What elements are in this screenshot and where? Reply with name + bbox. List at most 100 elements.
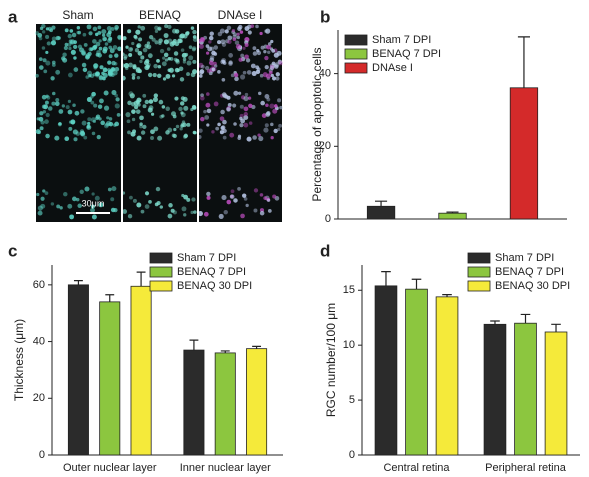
cell bbox=[102, 37, 107, 42]
cell bbox=[266, 44, 271, 50]
cell bbox=[92, 44, 98, 50]
cell bbox=[205, 102, 211, 108]
cell bbox=[93, 65, 98, 70]
cell bbox=[265, 103, 269, 108]
cell bbox=[109, 48, 115, 54]
cell bbox=[72, 103, 76, 107]
cell bbox=[91, 91, 96, 97]
cell bbox=[132, 65, 137, 70]
cell bbox=[148, 34, 154, 40]
y-tick-label: 5 bbox=[349, 394, 355, 406]
cell bbox=[44, 191, 49, 195]
cell bbox=[94, 72, 100, 78]
cell bbox=[110, 207, 116, 213]
cell bbox=[181, 193, 185, 198]
cell bbox=[227, 39, 232, 45]
legend-label: DNAse I bbox=[372, 62, 413, 74]
cell bbox=[108, 117, 113, 121]
cell bbox=[38, 57, 43, 61]
cell bbox=[98, 46, 103, 51]
cell bbox=[234, 40, 240, 45]
cell bbox=[182, 96, 188, 102]
cell bbox=[263, 49, 267, 54]
cell bbox=[70, 49, 76, 55]
cell bbox=[39, 126, 44, 131]
cell bbox=[129, 93, 135, 99]
cell bbox=[183, 133, 189, 139]
cell bbox=[51, 63, 56, 67]
cell bbox=[59, 206, 63, 210]
cell bbox=[102, 48, 108, 54]
cell bbox=[96, 134, 101, 140]
cell bbox=[102, 72, 108, 78]
cell bbox=[64, 28, 69, 33]
cell bbox=[158, 38, 163, 43]
cell bbox=[35, 73, 39, 78]
cell bbox=[95, 41, 101, 47]
cell bbox=[91, 192, 95, 196]
cell bbox=[77, 203, 82, 209]
cell bbox=[248, 103, 253, 108]
cell bbox=[134, 105, 139, 110]
cell bbox=[170, 208, 175, 213]
cell bbox=[112, 70, 118, 76]
y-tick-label: 20 bbox=[33, 392, 45, 404]
cell bbox=[193, 210, 197, 214]
cell bbox=[159, 205, 164, 209]
cell bbox=[161, 114, 165, 118]
cell bbox=[182, 57, 187, 62]
panel-letter: c bbox=[8, 241, 17, 260]
cell bbox=[98, 202, 104, 208]
cell bbox=[203, 109, 207, 114]
bar bbox=[544, 331, 568, 456]
cell bbox=[220, 109, 225, 115]
cell bbox=[239, 123, 244, 128]
cell bbox=[137, 50, 143, 56]
divider bbox=[197, 24, 199, 222]
cell bbox=[236, 35, 240, 40]
x-tick-label: Inner nuclear layer bbox=[180, 462, 271, 474]
cell bbox=[86, 24, 92, 30]
cell bbox=[184, 52, 189, 57]
cell bbox=[179, 77, 185, 82]
legend-swatch bbox=[149, 266, 173, 278]
cell bbox=[240, 53, 245, 58]
cell bbox=[251, 71, 257, 77]
cell bbox=[225, 39, 230, 44]
cell bbox=[68, 39, 73, 44]
cell bbox=[180, 48, 185, 52]
cell bbox=[91, 214, 97, 220]
error-bar bbox=[136, 271, 146, 287]
cell bbox=[178, 106, 183, 112]
cell bbox=[79, 189, 84, 194]
cell bbox=[142, 47, 148, 53]
cell bbox=[147, 53, 153, 59]
cell bbox=[45, 133, 50, 139]
cell bbox=[110, 197, 115, 202]
cell bbox=[112, 45, 118, 50]
cell bbox=[131, 117, 136, 122]
cell bbox=[185, 31, 190, 36]
cell bbox=[163, 52, 169, 58]
cell bbox=[85, 54, 90, 60]
cell bbox=[93, 103, 98, 108]
cell bbox=[67, 203, 73, 209]
cell bbox=[55, 69, 61, 75]
cell bbox=[114, 121, 120, 127]
cell bbox=[252, 135, 257, 140]
cell bbox=[259, 31, 263, 36]
cell bbox=[127, 29, 132, 34]
cell bbox=[153, 126, 159, 132]
cell bbox=[242, 193, 247, 198]
cell bbox=[258, 135, 264, 142]
y-axis-label: Thickness (μm) bbox=[12, 319, 26, 401]
cell bbox=[224, 29, 229, 34]
cell bbox=[86, 124, 91, 129]
cell bbox=[103, 90, 109, 96]
y-tick-label: 0 bbox=[349, 449, 355, 461]
cell bbox=[243, 197, 248, 201]
cell bbox=[153, 93, 159, 98]
cell bbox=[272, 108, 278, 114]
cell bbox=[200, 95, 205, 101]
cell bbox=[166, 47, 171, 51]
